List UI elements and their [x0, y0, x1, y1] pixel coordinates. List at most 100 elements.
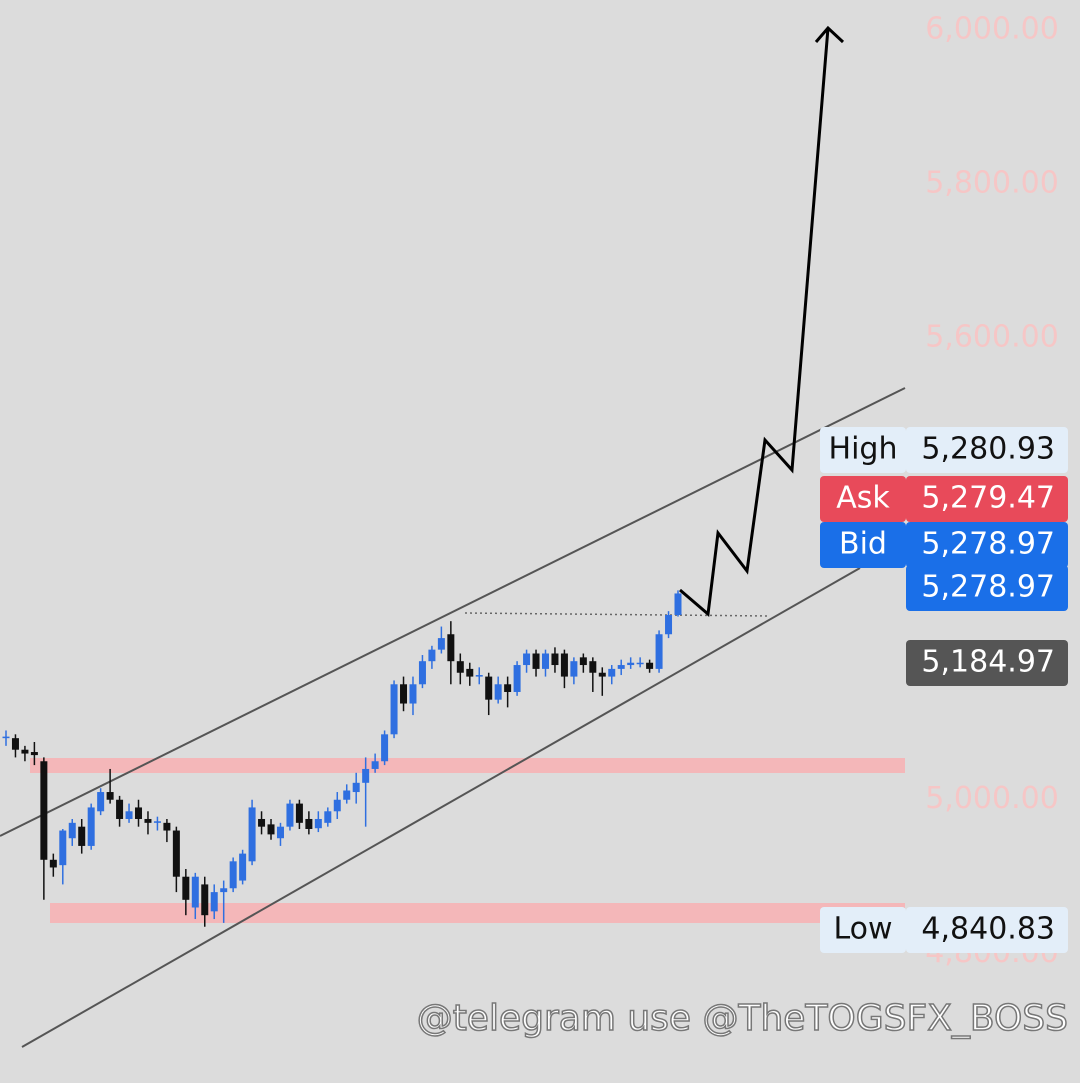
y-tick-label: 5,800.00 [925, 165, 1059, 200]
candle-body [352, 782, 360, 793]
y-tick-label: 5,600.00 [925, 319, 1059, 354]
candle-body [418, 661, 426, 685]
candle-body [343, 790, 351, 800]
price-value: 5,278.97 [921, 527, 1055, 562]
price-value-box [906, 522, 1068, 568]
candle-body [2, 736, 10, 739]
candle-body [541, 653, 549, 669]
price-name: Ask [836, 481, 890, 516]
candle-body [551, 653, 559, 666]
candle-body [59, 830, 67, 866]
candle-body [305, 818, 313, 829]
candle-body [570, 661, 578, 677]
y-tick-label: 5,000.00 [925, 781, 1059, 816]
candle-body [97, 792, 105, 812]
candle-body [437, 638, 445, 650]
candle-body [532, 653, 540, 669]
candle-body [248, 807, 256, 862]
candle-body [362, 768, 370, 783]
candle-body [144, 818, 152, 823]
candle-body [116, 799, 124, 819]
resistance-zone [30, 758, 905, 773]
candle-body [504, 684, 512, 692]
candle-body [381, 734, 389, 762]
candle-body [513, 665, 521, 692]
candle-body [191, 876, 199, 908]
candle-body [210, 892, 218, 912]
candle-body [617, 665, 625, 669]
candle-body [665, 615, 673, 635]
projection-arrow [679, 25, 845, 617]
candle-body [608, 668, 616, 677]
candle-body [655, 634, 663, 669]
candle-body [220, 888, 228, 893]
candle-body [333, 799, 341, 812]
candle-body [87, 807, 95, 846]
candle-body [674, 593, 682, 616]
candle-body [21, 749, 29, 754]
price-value-box [906, 565, 1068, 611]
candle-body [276, 826, 284, 839]
dotted-level [464, 612, 771, 617]
candle-body [485, 676, 493, 700]
candle-body [579, 657, 587, 666]
channel-upper [0, 387, 906, 837]
price-value: 5,279.47 [921, 481, 1055, 516]
candle-body [30, 752, 38, 756]
price-value-box [906, 907, 1068, 953]
channel-lower [21, 567, 861, 1048]
candle-body [40, 761, 48, 860]
price-name: Low [833, 912, 892, 947]
candle-body [371, 761, 379, 769]
candle-body [409, 684, 417, 704]
candle-body [135, 807, 143, 819]
candle-body [494, 684, 502, 700]
price-value-box [906, 476, 1068, 522]
candle-body [182, 876, 190, 900]
candle-body [201, 884, 209, 916]
candle-body [11, 738, 19, 750]
price-name: Bid [839, 527, 887, 562]
candle-body [456, 661, 464, 673]
candle-body [153, 821, 161, 823]
candle-body [172, 830, 180, 877]
candle-body [295, 803, 303, 823]
candle-body [125, 811, 133, 819]
candle-body [258, 818, 266, 827]
candle-body [78, 826, 86, 846]
candle-body [475, 675, 483, 677]
price-value: 5,280.93 [921, 432, 1055, 467]
candle-body [49, 859, 57, 868]
price-name-box [820, 522, 906, 568]
candle-body [523, 653, 531, 666]
candle-body [400, 684, 408, 704]
y-tick-label: 6,000.00 [925, 12, 1059, 47]
candle-body [286, 803, 294, 827]
candle-body [163, 822, 171, 831]
price-value: 4,840.83 [921, 912, 1055, 947]
candle-body [314, 818, 322, 829]
price-value: 5,278.97 [921, 570, 1055, 605]
candle-body [447, 634, 455, 662]
candle-body [324, 811, 332, 823]
candle-body [636, 662, 644, 665]
candle-body [560, 653, 568, 677]
candle-body [68, 822, 76, 839]
candle-body [106, 792, 114, 800]
candle-body [589, 661, 597, 673]
candle-body [646, 662, 654, 669]
watermark: @telegram use @TheTOGSFX_BOSS [417, 998, 1068, 1039]
price-name-box [820, 427, 906, 473]
price-name-box [820, 907, 906, 953]
candle-body [267, 824, 275, 835]
price-name-box [820, 476, 906, 522]
candle-body [229, 861, 237, 889]
price-value: 5,184.97 [921, 645, 1055, 680]
candle-body [239, 853, 247, 881]
candle-body [390, 684, 398, 735]
price-name: High [829, 432, 898, 467]
price-value-box [906, 640, 1068, 686]
candle-body [466, 668, 474, 677]
price-value-box [906, 427, 1068, 473]
